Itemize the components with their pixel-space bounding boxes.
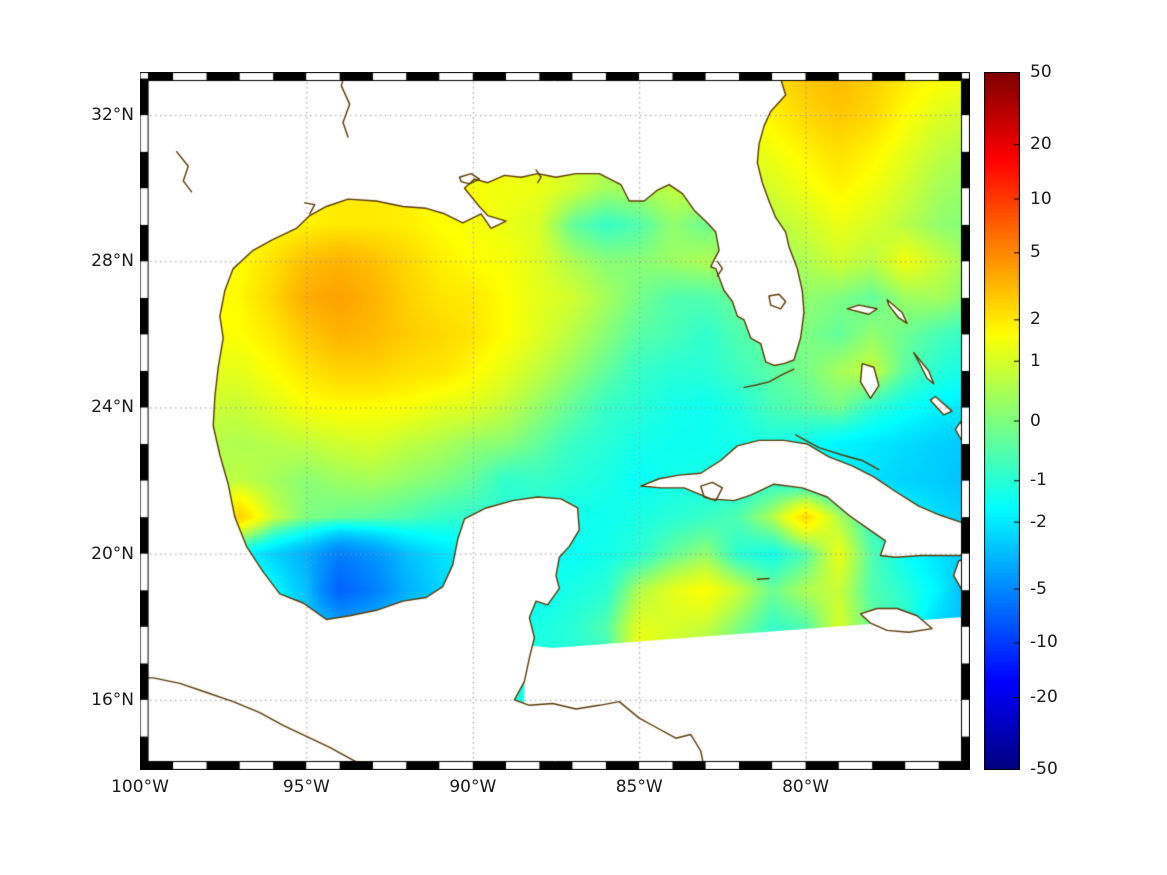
y-tick-label: 16°N xyxy=(91,689,134,710)
colorbar-tick-label: 50 xyxy=(1030,62,1052,82)
x-tick-label: 85°W xyxy=(615,777,663,797)
y-tick-label: 32°N xyxy=(91,105,134,126)
colorbar-tick-label: 1 xyxy=(1030,350,1041,371)
map-plot xyxy=(140,72,970,770)
colorbar-tick-label: 10 xyxy=(1030,188,1052,209)
colorbar-tick-label: -50 xyxy=(1030,759,1058,779)
x-tick-label: 80°W xyxy=(782,777,830,797)
colorbar-tick-label: 0 xyxy=(1030,410,1041,431)
x-tick-label: 100°W xyxy=(111,777,169,797)
map-canvas xyxy=(140,72,970,770)
colorbar-canvas xyxy=(984,72,1020,770)
y-tick-label: 20°N xyxy=(91,543,134,564)
x-tick-label: 95°W xyxy=(282,777,330,797)
colorbar-tick-label: 20 xyxy=(1030,134,1052,155)
colorbar-tick-label: 5 xyxy=(1030,242,1041,263)
colorbar-tick-label: -2 xyxy=(1030,511,1047,532)
colorbar xyxy=(984,72,1020,770)
y-axis-labels: 32°N 28°N 24°N 20°N 16°N xyxy=(0,72,134,770)
colorbar-labels: 50 20 10 5 2 1 0 -1 -2 -5 -10 -20 -50 xyxy=(1030,62,1110,779)
x-tick-label: 90°W xyxy=(449,777,497,797)
y-tick-label: 24°N xyxy=(91,397,134,418)
colorbar-tick-label: 2 xyxy=(1030,309,1041,330)
y-tick-label: 28°N xyxy=(91,251,134,272)
colorbar-tick-label: -1 xyxy=(1030,470,1047,491)
x-axis-labels: 100°W 95°W 90°W 85°W 80°W xyxy=(111,776,970,802)
colorbar-tick-label: -10 xyxy=(1030,632,1058,653)
colorbar-tick-label: -5 xyxy=(1030,578,1047,599)
colorbar-tick-label: -20 xyxy=(1030,686,1058,707)
